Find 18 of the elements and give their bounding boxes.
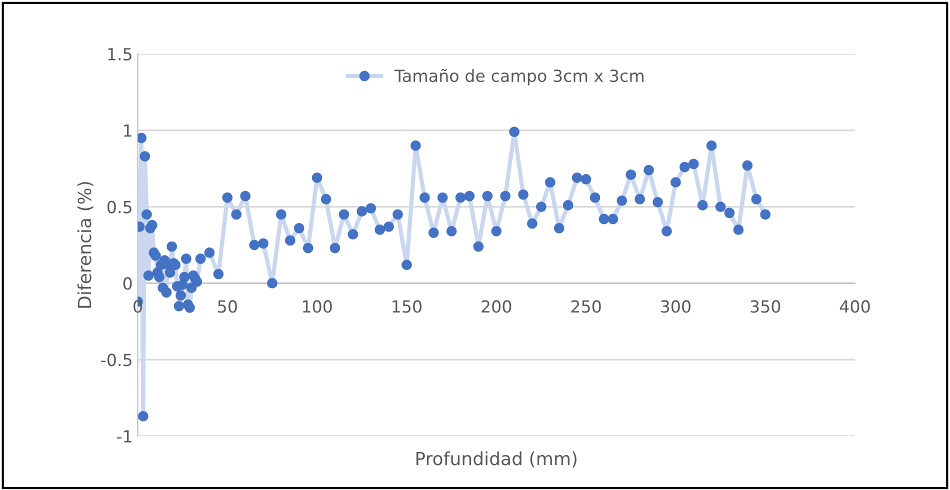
legend-label: Tamaño de campo 3cm x 3cm [394, 68, 644, 86]
x-tick-label: 100 [302, 300, 332, 313]
x-tick-label: 50 [218, 300, 237, 313]
x-tick-label: 250 [571, 300, 601, 313]
x-tick-label: 200 [482, 300, 512, 313]
y-tick-label: 1.5 [108, 48, 132, 60]
y-tick-label: -1 [117, 430, 132, 442]
x-tick-label: 300 [661, 300, 690, 313]
y-tick-label: 0.5 [107, 200, 132, 214]
y-tick-label: 0 [123, 277, 132, 290]
x-tick-label: 150 [392, 300, 422, 313]
y-tick-label: 1 [124, 124, 132, 137]
y-axis-title: Diferencia (%) [77, 182, 94, 308]
x-tick-label: 350 [750, 300, 780, 313]
y-tick-label: -0.5 [101, 354, 132, 366]
x-tick-label: 0 [134, 300, 142, 313]
x-axis-title: Profundidad (mm) [416, 451, 576, 468]
x-tick-label: 400 [840, 300, 870, 313]
